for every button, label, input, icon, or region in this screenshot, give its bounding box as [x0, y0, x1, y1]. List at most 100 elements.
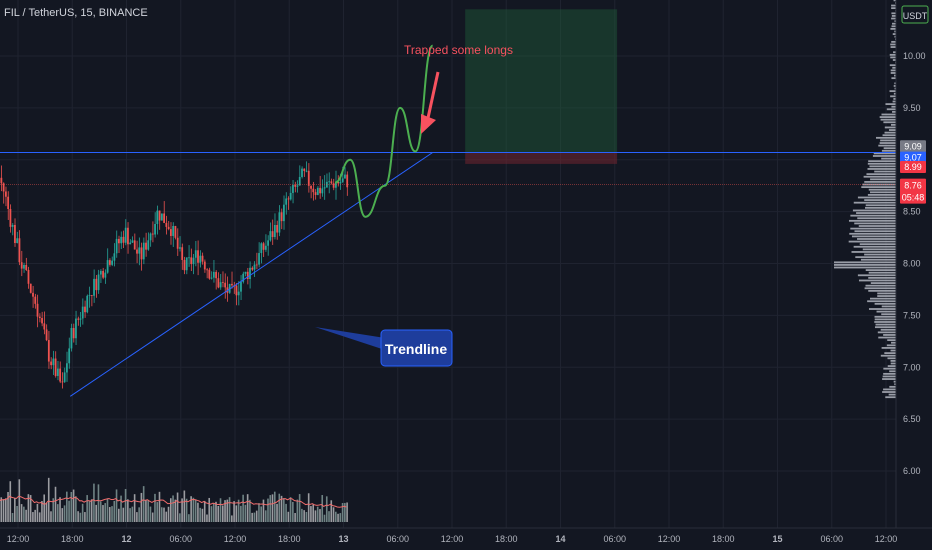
- volume-bar: [113, 500, 116, 522]
- candle-body: [262, 243, 265, 250]
- candle-body: [11, 224, 14, 227]
- last-price-tag-bg: [900, 178, 926, 204]
- volume-profile-bar: [892, 66, 896, 69]
- volume-bar: [16, 505, 18, 522]
- volume-profile-bar: [852, 209, 896, 212]
- candle-body: [244, 271, 247, 274]
- volume-profile-bar: [888, 393, 896, 396]
- volume-bar: [56, 504, 59, 522]
- volume-profile-bar: [874, 318, 896, 321]
- time-tick-label: 12:00: [7, 534, 30, 544]
- volume-profile-bar: [860, 258, 896, 261]
- volume-profile-bar: [881, 149, 896, 152]
- candle-body: [271, 231, 274, 238]
- volume-profile-bar: [890, 349, 896, 352]
- trendline[interactable]: [69, 152, 433, 397]
- volume-bar: [97, 484, 100, 522]
- volume-bar: [215, 501, 217, 522]
- trendline-callout[interactable]: Trendline: [315, 327, 453, 367]
- volume-bar: [160, 507, 163, 522]
- candle-body: [246, 271, 249, 279]
- candle-body: [221, 282, 224, 283]
- symbol-title[interactable]: FIL / TetherUS, 15, BINANCE: [4, 7, 148, 19]
- candle-body: [314, 192, 317, 195]
- volume-bar: [127, 499, 129, 522]
- volume-bar: [185, 498, 188, 522]
- volume-bar: [192, 497, 195, 522]
- candle-body: [27, 269, 30, 284]
- candle-body: [111, 260, 114, 265]
- candle-body: [212, 271, 215, 278]
- volume-bar: [0, 497, 3, 522]
- volume-bar: [142, 486, 145, 522]
- candles: [0, 161, 349, 389]
- candle-body: [344, 174, 346, 179]
- trapped-annotation[interactable]: Trapped some longs: [404, 43, 513, 134]
- candle-body: [77, 318, 80, 320]
- tag-8-99: 8.99: [904, 162, 922, 172]
- volume-bar: [108, 507, 111, 522]
- candle-body: [45, 329, 48, 341]
- volume-bar: [145, 500, 147, 522]
- volume-bar: [4, 498, 7, 522]
- candle-body: [203, 261, 206, 270]
- candle-body: [169, 229, 172, 236]
- candle-body: [298, 176, 301, 186]
- time-axis[interactable]: 12:00 18:00 12 06:00 12:00 18:00 13 06:00 12:00 1…: [0, 527, 932, 544]
- volume-profile-bar: [867, 168, 896, 170]
- volume-bar: [221, 505, 224, 522]
- volume-profile-bar: [864, 199, 896, 201]
- price-tick-label: 7.00: [903, 362, 921, 372]
- volume-profile-bar: [884, 131, 896, 134]
- trapped-label: Trapped some longs: [404, 43, 513, 57]
- candle-body: [106, 260, 109, 273]
- volume-profile-bar: [868, 188, 896, 191]
- volume-profile-bar: [882, 391, 896, 393]
- candle-body: [249, 267, 251, 279]
- volume-bar: [181, 498, 183, 522]
- time-tick-label: 12:00: [658, 534, 681, 544]
- volume-bar: [285, 503, 287, 522]
- candle-body: [36, 303, 39, 317]
- volume-bar: [154, 493, 156, 522]
- volume-bar: [167, 506, 170, 522]
- candle-body: [29, 283, 32, 293]
- candle-body: [99, 270, 102, 275]
- volume-profile-bar: [858, 225, 896, 227]
- volume-bar: [262, 499, 265, 522]
- volume-profile-bar: [834, 266, 896, 269]
- volume-bar: [86, 495, 88, 522]
- currency-badge[interactable]: [901, 5, 929, 24]
- drawing-lines: [0, 44, 896, 397]
- tag-9-09-bg: [900, 140, 926, 153]
- volume-bar: [251, 512, 253, 522]
- volume-profile-bar: [876, 310, 896, 313]
- volume-ma-line: [0, 495, 347, 508]
- candle-body: [242, 273, 245, 282]
- volume-profile-bar: [874, 315, 896, 318]
- volume-profile-bar: [859, 243, 896, 246]
- volume-bar: [43, 494, 46, 522]
- volume-profile-bar: [873, 152, 896, 155]
- volume-profile: [834, 0, 896, 399]
- volume-profile-bar: [890, 43, 896, 46]
- volume-bar: [47, 477, 50, 522]
- volume-bar: [45, 502, 48, 522]
- candle-body: [90, 295, 93, 296]
- volume-bar: [226, 499, 229, 522]
- volume-bar: [25, 509, 27, 522]
- volume-bar: [27, 494, 30, 522]
- candle-body: [267, 240, 269, 246]
- projection-path[interactable]: [334, 44, 434, 218]
- volume-bar: [210, 506, 213, 522]
- volume-profile-bar: [894, 30, 896, 33]
- volume-profile-bar: [865, 269, 896, 272]
- volume-profile-bar: [881, 305, 896, 308]
- volume-bar: [59, 497, 61, 522]
- volume-bar: [323, 514, 326, 522]
- volume-bar: [174, 499, 177, 522]
- candle-body: [154, 224, 156, 235]
- volume-bar: [201, 508, 204, 522]
